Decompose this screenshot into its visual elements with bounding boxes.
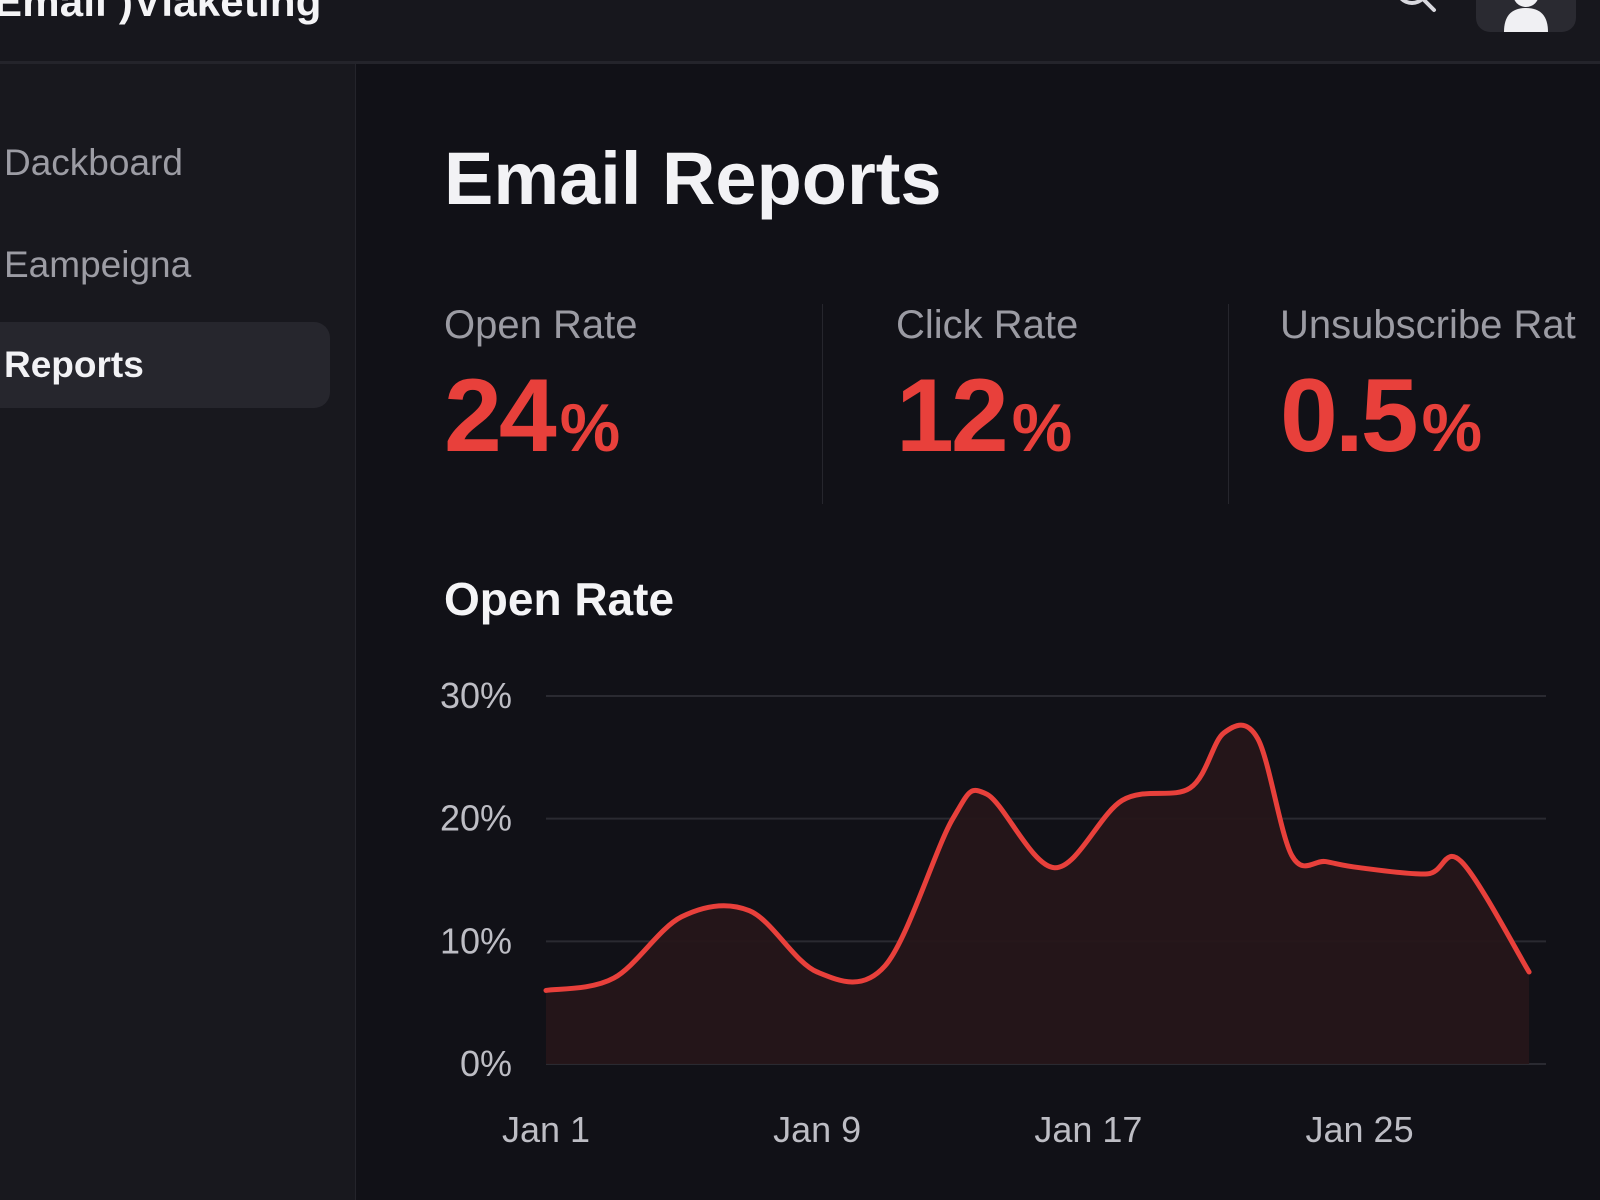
chart-data-point <box>1188 786 1192 790</box>
y-tick-label: 0% <box>460 1043 512 1084</box>
chart-series-line <box>543 722 1532 993</box>
chart-data-point <box>1527 970 1531 974</box>
x-tick-label: Jan 9 <box>773 1109 861 1150</box>
metric-label: Open Rate <box>444 303 638 347</box>
avatar-button[interactable] <box>1476 0 1576 32</box>
chart-data-point <box>1052 866 1056 870</box>
page-title: Email Reports <box>444 137 942 220</box>
chart-data-point <box>612 976 616 980</box>
metric-click-rate: Click Rate 12% <box>896 296 1078 506</box>
chart-data-point <box>1222 731 1226 735</box>
x-tick-label: Jan 1 <box>502 1109 590 1150</box>
chart-data-point <box>1290 853 1294 857</box>
x-tick-label: Jan 25 <box>1306 1109 1414 1150</box>
chart-data-point <box>1120 798 1124 802</box>
y-tick-label: 10% <box>440 920 512 961</box>
metric-value: 12% <box>896 364 1078 497</box>
chart-data-point <box>680 915 684 919</box>
chart-data-point <box>1358 866 1362 870</box>
chart-data-point <box>1425 872 1429 876</box>
chart-data-point <box>747 909 751 913</box>
main-content: Email Reports Open Rate 24% Click Rate 1… <box>356 64 1600 1200</box>
app-title: Email )Vlaketing <box>0 0 322 25</box>
chart-data-point <box>1324 860 1328 864</box>
sidebar-item-reports[interactable]: Reports <box>0 322 330 408</box>
chart-data-point <box>985 792 989 796</box>
metric-label: Click Rate <box>896 303 1079 347</box>
metric-number: 12 <box>896 358 1009 474</box>
sidebar-item-campaigns[interactable]: Eampeigna <box>4 244 192 285</box>
metric-value: 0.5% <box>1280 364 1576 497</box>
metric-value: 24% <box>444 364 637 497</box>
chart-title: Open Rate <box>444 573 675 625</box>
y-tick-label: 20% <box>440 798 512 839</box>
metric-unit: % <box>559 390 621 466</box>
user-icon <box>1504 0 1548 32</box>
search-icon[interactable] <box>1392 0 1440 22</box>
metric-number: 0.5 <box>1280 358 1419 474</box>
open-rate-chart: 0% 10% 20% 30% Jan 1 Jan 9 Jan 17 Jan 25 <box>440 675 1546 1150</box>
chart-data-point <box>883 964 887 968</box>
chart-data-point <box>951 817 955 821</box>
chart-area-fill <box>546 725 1530 1064</box>
metric-unit: % <box>1421 390 1483 466</box>
chart-data-point <box>544 988 548 992</box>
metric-divider <box>1228 304 1229 504</box>
metric-divider <box>822 304 823 504</box>
metric-label: Unsubscribe Rat <box>1280 303 1576 347</box>
metric-number: 24 <box>444 358 557 474</box>
top-bar: Email )Vlaketing <box>0 0 1600 64</box>
sidebar-item-dashboard[interactable]: Dackboard <box>4 142 183 183</box>
sidebar: Dackboard Eampeigna Reports <box>0 64 356 1200</box>
search-icon-graphic <box>1399 0 1436 12</box>
metric-open-rate: Open Rate 24% <box>444 296 637 506</box>
metric-unit: % <box>1011 390 1073 466</box>
chart-data-point <box>1256 737 1260 741</box>
y-tick-label: 30% <box>440 675 512 716</box>
chart-data-point <box>1459 860 1463 864</box>
x-tick-label: Jan 17 <box>1034 1109 1142 1150</box>
chart-data-point <box>815 970 819 974</box>
metric-unsubscribe-rate: Unsubscribe Rat 0.5% <box>1280 296 1576 506</box>
